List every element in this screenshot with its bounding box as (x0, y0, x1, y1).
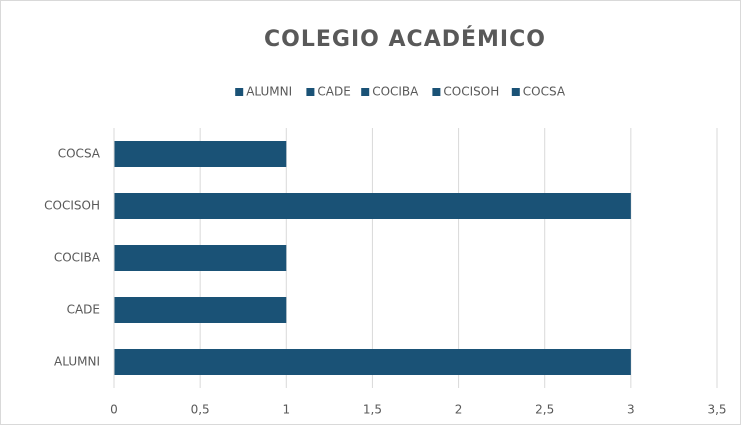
y-tick-label: COCISOH (44, 199, 100, 213)
bar (114, 297, 287, 323)
bar (114, 349, 631, 375)
legend-label: COCISOH (443, 85, 499, 99)
x-tick-label: 2 (455, 403, 463, 417)
bar (114, 193, 631, 219)
y-tick-label: CADE (67, 303, 100, 317)
legend-swatch (432, 88, 441, 96)
y-tick-label: COCIBA (54, 251, 101, 265)
x-tick-label: 1 (282, 403, 290, 417)
y-tick-label: COCSA (58, 147, 101, 161)
x-tick-label: 0,5 (191, 403, 210, 417)
x-tick-label: 3,5 (707, 403, 726, 417)
legend-label: COCIBA (372, 85, 419, 99)
x-tick-label: 1,5 (363, 403, 382, 417)
x-tick-label: 0 (110, 403, 118, 417)
legend-swatch (511, 88, 520, 96)
legend-label: CADE (317, 85, 350, 99)
legend-swatch (361, 88, 370, 96)
chart-title: COLEGIO ACADÉMICO (264, 26, 546, 52)
x-tick-label: 2,5 (535, 403, 554, 417)
bar (114, 141, 287, 167)
legend-swatch (306, 88, 315, 96)
x-tick-label: 3 (627, 403, 635, 417)
legend-label: ALUMNI (246, 85, 292, 99)
legend-swatch (235, 88, 244, 96)
y-tick-label: ALUMNI (54, 355, 100, 369)
bar (114, 245, 287, 271)
legend-label: COCSA (523, 85, 566, 99)
